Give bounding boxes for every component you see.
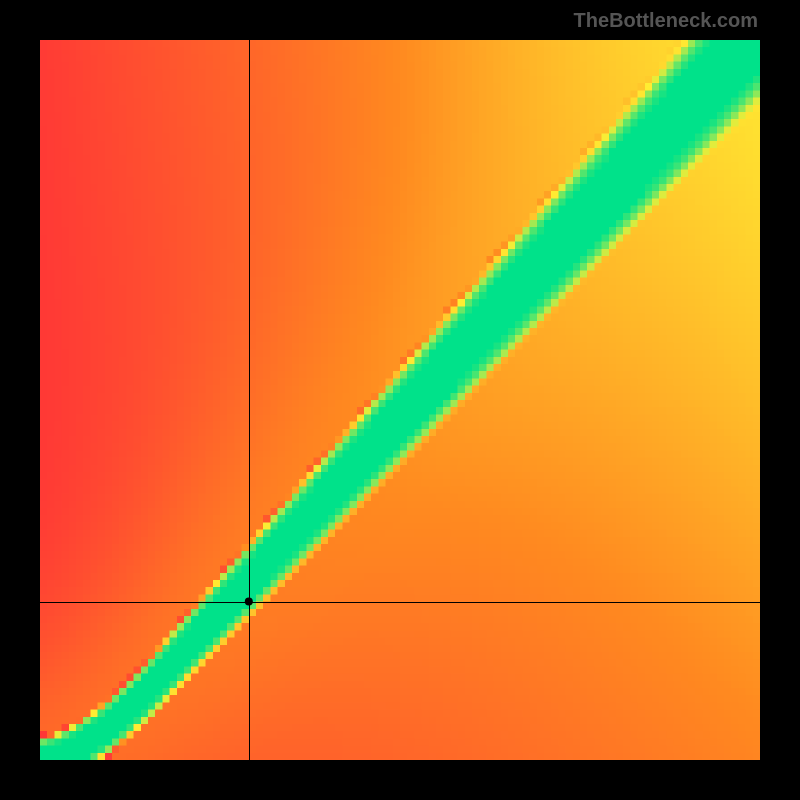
watermark-text: TheBottleneck.com xyxy=(574,10,758,33)
crosshair-overlay xyxy=(0,0,800,800)
chart-container: { "meta": { "watermark_text": "TheBottle… xyxy=(0,0,800,800)
